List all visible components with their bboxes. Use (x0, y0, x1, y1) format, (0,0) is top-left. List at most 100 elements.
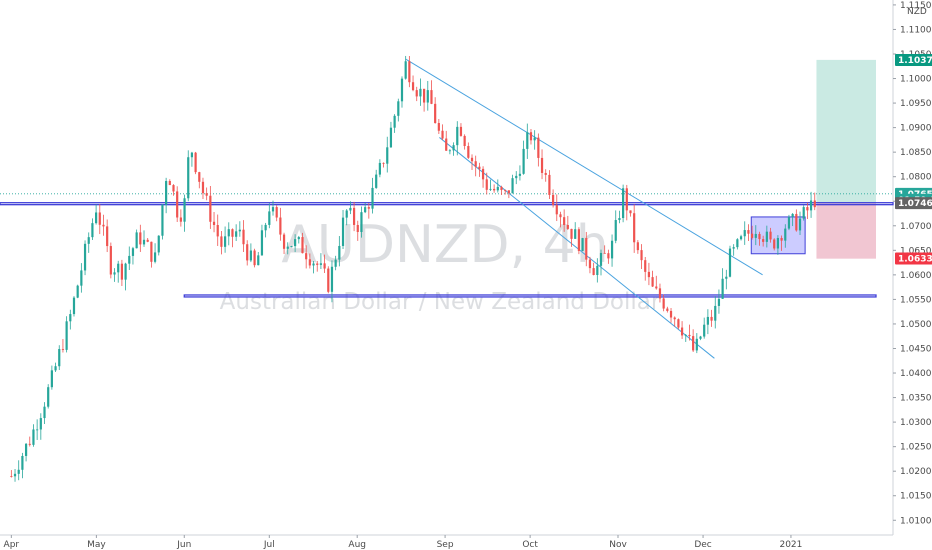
candle-body (223, 236, 227, 247)
y-tick-label: 1.06000 (900, 271, 932, 281)
price-badge[interactable] (895, 252, 932, 265)
candle-body (378, 162, 381, 175)
y-tick-label: 1.04500 (900, 344, 932, 354)
candle-body (356, 224, 359, 232)
candle-body (389, 127, 393, 148)
candle-body (640, 250, 643, 261)
candle-body (559, 214, 562, 218)
candle-body (529, 132, 533, 141)
candle-body (80, 270, 83, 286)
candle-body (706, 316, 709, 325)
trend-line-1[interactable] (405, 58, 763, 276)
candle-body (83, 243, 87, 271)
resistance-level[interactable] (0, 202, 894, 206)
candle-body (98, 212, 101, 225)
candle-body (603, 252, 606, 254)
candle-body (518, 173, 522, 176)
candle-body (198, 172, 201, 182)
candle-body (371, 187, 374, 209)
candle-body (349, 207, 352, 211)
candle-body (787, 217, 791, 229)
candle-body (423, 88, 426, 103)
candle-body (522, 148, 525, 174)
x-tick-label: Aug (348, 540, 366, 550)
candle-body (426, 90, 429, 103)
x-tick-label: Nov (609, 540, 627, 550)
candle-body (673, 317, 676, 320)
price-badge[interactable] (895, 197, 932, 210)
candle-body (179, 217, 182, 222)
candle-body (330, 266, 334, 292)
candle-body (699, 336, 702, 339)
candle-body (345, 210, 348, 218)
candle-body (692, 336, 695, 351)
candle-body (725, 276, 728, 279)
candle-body (563, 217, 566, 225)
price-badge-label: 1.07462 (898, 199, 932, 209)
candle-body (784, 228, 787, 241)
candle-body (220, 236, 223, 247)
candle-body (651, 277, 654, 287)
y-tick-label: 1.11000 (900, 25, 932, 35)
candle-body (751, 233, 754, 238)
candle-body (489, 188, 492, 190)
candle-body (231, 229, 234, 237)
position-stop-zone[interactable] (816, 203, 876, 259)
y-tick-label: 1.11500 (900, 1, 932, 11)
x-tick-label: Jul (263, 540, 275, 550)
candle-body (758, 233, 761, 240)
candle-body (249, 250, 252, 261)
candle-body (397, 101, 400, 116)
candle-body (146, 239, 149, 242)
candle-body (625, 188, 628, 211)
candle-body (636, 242, 639, 251)
candle-body (102, 224, 105, 227)
candle-body (161, 204, 164, 236)
candle-body (165, 181, 168, 205)
candle-body (297, 237, 300, 240)
trend-line-2[interactable] (439, 137, 715, 359)
y-tick-label: 1.09000 (900, 124, 932, 134)
candle-body (87, 237, 90, 244)
candle-body (577, 229, 580, 251)
candle-body (415, 90, 418, 97)
candle-body (238, 229, 241, 232)
support-level[interactable] (183, 294, 877, 298)
candle-body (419, 88, 422, 97)
candle-body (504, 190, 507, 191)
candle-body (24, 443, 28, 456)
candle-body (375, 174, 378, 188)
candle-body (47, 387, 50, 407)
candle-body (205, 193, 208, 196)
candle-body (411, 82, 415, 91)
price-badge[interactable] (895, 53, 932, 66)
candle-body (618, 218, 621, 221)
position-target-zone[interactable] (816, 59, 876, 204)
candle-body (610, 240, 614, 259)
candle-body (511, 178, 514, 194)
candle-body (253, 250, 256, 266)
candle-body (714, 305, 717, 321)
candle-body (316, 263, 319, 265)
candle-body (592, 268, 595, 276)
candle-body (183, 198, 186, 222)
candle-body (131, 248, 135, 256)
candle-body (43, 406, 46, 419)
watermark-symbol: AUDNZD, 4h (281, 215, 608, 275)
candle-body (736, 239, 739, 248)
candle-body (319, 263, 323, 265)
candle-body (150, 241, 153, 262)
candle-body (496, 186, 499, 191)
candle-body (124, 263, 127, 280)
candle-body (10, 476, 13, 477)
candle-body (120, 263, 124, 280)
candle-body (655, 286, 658, 289)
candle-body (551, 194, 555, 205)
candle-body (677, 319, 680, 328)
candle-body (769, 231, 772, 240)
candle-body (485, 179, 488, 190)
candle-body (172, 185, 175, 192)
candle-body (548, 174, 551, 195)
